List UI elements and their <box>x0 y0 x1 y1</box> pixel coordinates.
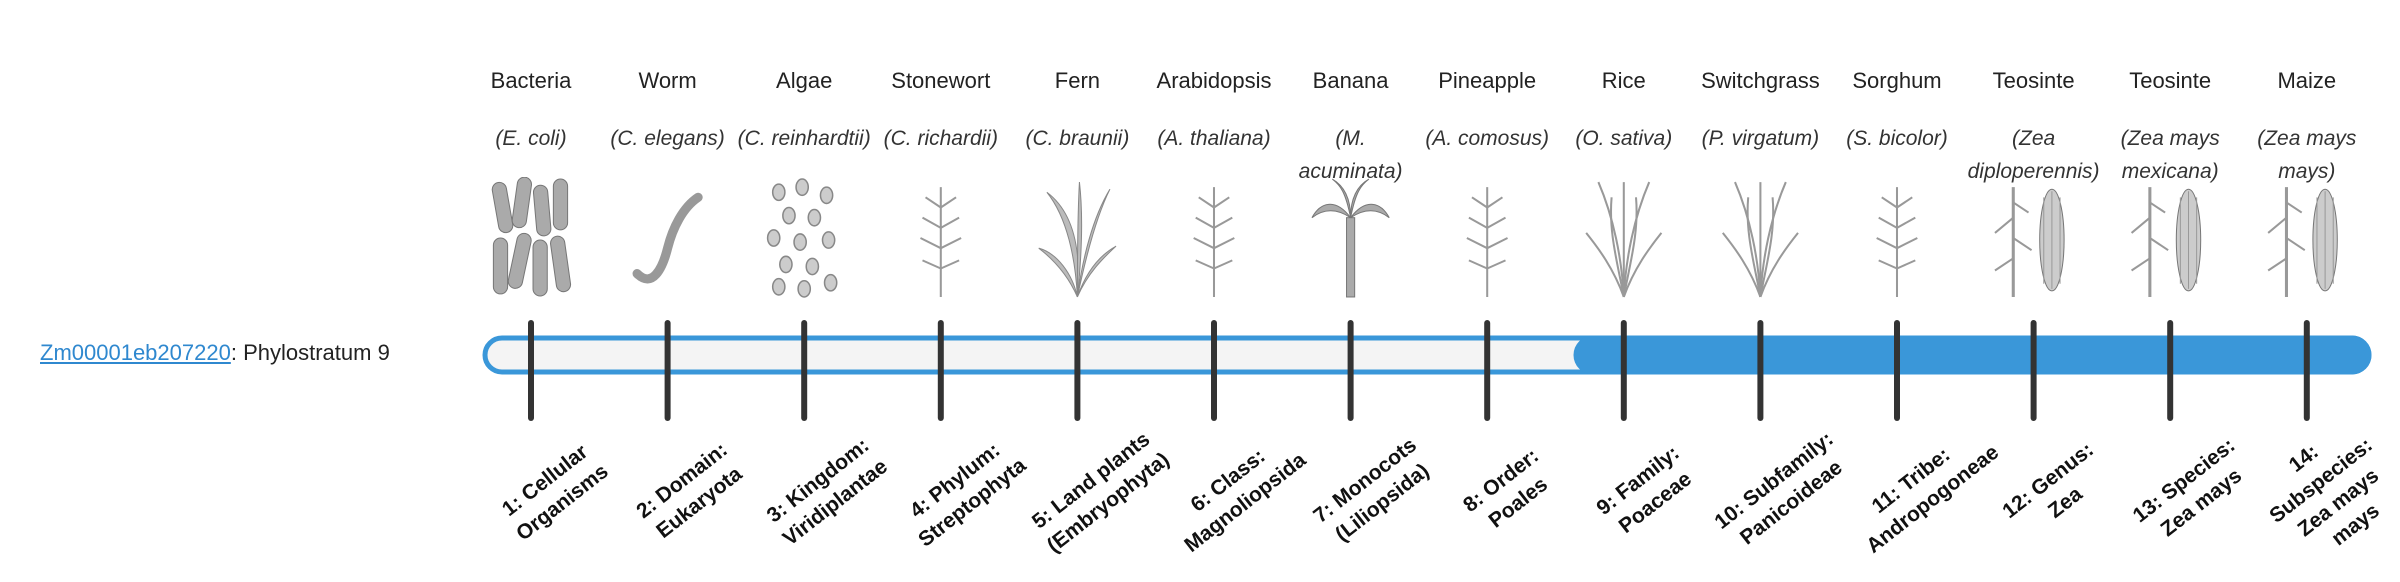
organism-illustration <box>1038 181 1117 298</box>
organism-illustration <box>1192 186 1236 299</box>
organism-illustration <box>1721 181 1800 299</box>
organism-name: Bacteria <box>490 68 572 93</box>
organism-name: Sorghum <box>1852 68 1942 93</box>
species-name: (M. acuminata) <box>1298 127 1403 183</box>
gene-row: Zm00001eb207220: Phylostratum 9 <box>40 340 390 366</box>
organism-name: Rice <box>1601 68 1646 93</box>
organism-illustration <box>1465 186 1509 299</box>
organism-illustration <box>1585 181 1663 299</box>
organism-illustration <box>490 177 573 297</box>
organism-name: Teosinte <box>2129 68 2212 93</box>
organism-name: Maize <box>2277 68 2337 93</box>
species-name: (S. bicolor) <box>1846 127 1948 150</box>
species-name: (P. virgatum) <box>1701 127 1820 150</box>
organism-name: Arabidopsis <box>1156 68 1272 93</box>
species-name: (Zea mays mexicana) <box>2120 127 2220 183</box>
phylostratum-number: 9 <box>377 340 390 365</box>
organism-illustration <box>1993 185 2066 299</box>
species-name: (C. richardii) <box>883 127 998 150</box>
species-name: (Zea mays mays) <box>2257 127 2357 183</box>
species-name: (C. elegans) <box>610 127 725 150</box>
organism-name: Banana <box>1312 68 1389 93</box>
organism-name: Switchgrass <box>1701 68 1820 93</box>
species-name: (Zea diploperennis) <box>1967 127 2100 183</box>
species-name: (C. reinhardtii) <box>737 127 871 150</box>
species-name: (E. coli) <box>495 127 567 150</box>
separator: : <box>230 340 237 365</box>
organism-illustration <box>1875 186 1919 299</box>
organism-name: Fern <box>1054 68 1101 93</box>
organism-name: Stonewort <box>891 68 991 93</box>
species-name: (O. sativa) <box>1575 127 1673 150</box>
timeline-fill <box>1573 335 2372 375</box>
organism-illustration <box>2129 185 2203 299</box>
organism-name: Worm <box>638 68 697 93</box>
organism-illustration <box>637 197 698 279</box>
organism-name: Teosinte <box>1992 68 2075 93</box>
species-name: (A. comosus) <box>1425 127 1550 150</box>
phylostratum-label: Phylostratum <box>243 340 372 365</box>
organism-illustration <box>766 178 838 298</box>
organism-illustration <box>919 186 963 299</box>
organism-name: Pineapple <box>1438 68 1537 93</box>
organism-illustration <box>2266 185 2339 299</box>
species-name: (A. thaliana) <box>1157 127 1271 150</box>
gene-link[interactable]: Zm00001eb207220 <box>40 340 231 365</box>
species-name: (C. braunii) <box>1025 127 1130 150</box>
organism-name: Algae <box>776 68 833 93</box>
organism-illustration <box>1311 178 1390 298</box>
